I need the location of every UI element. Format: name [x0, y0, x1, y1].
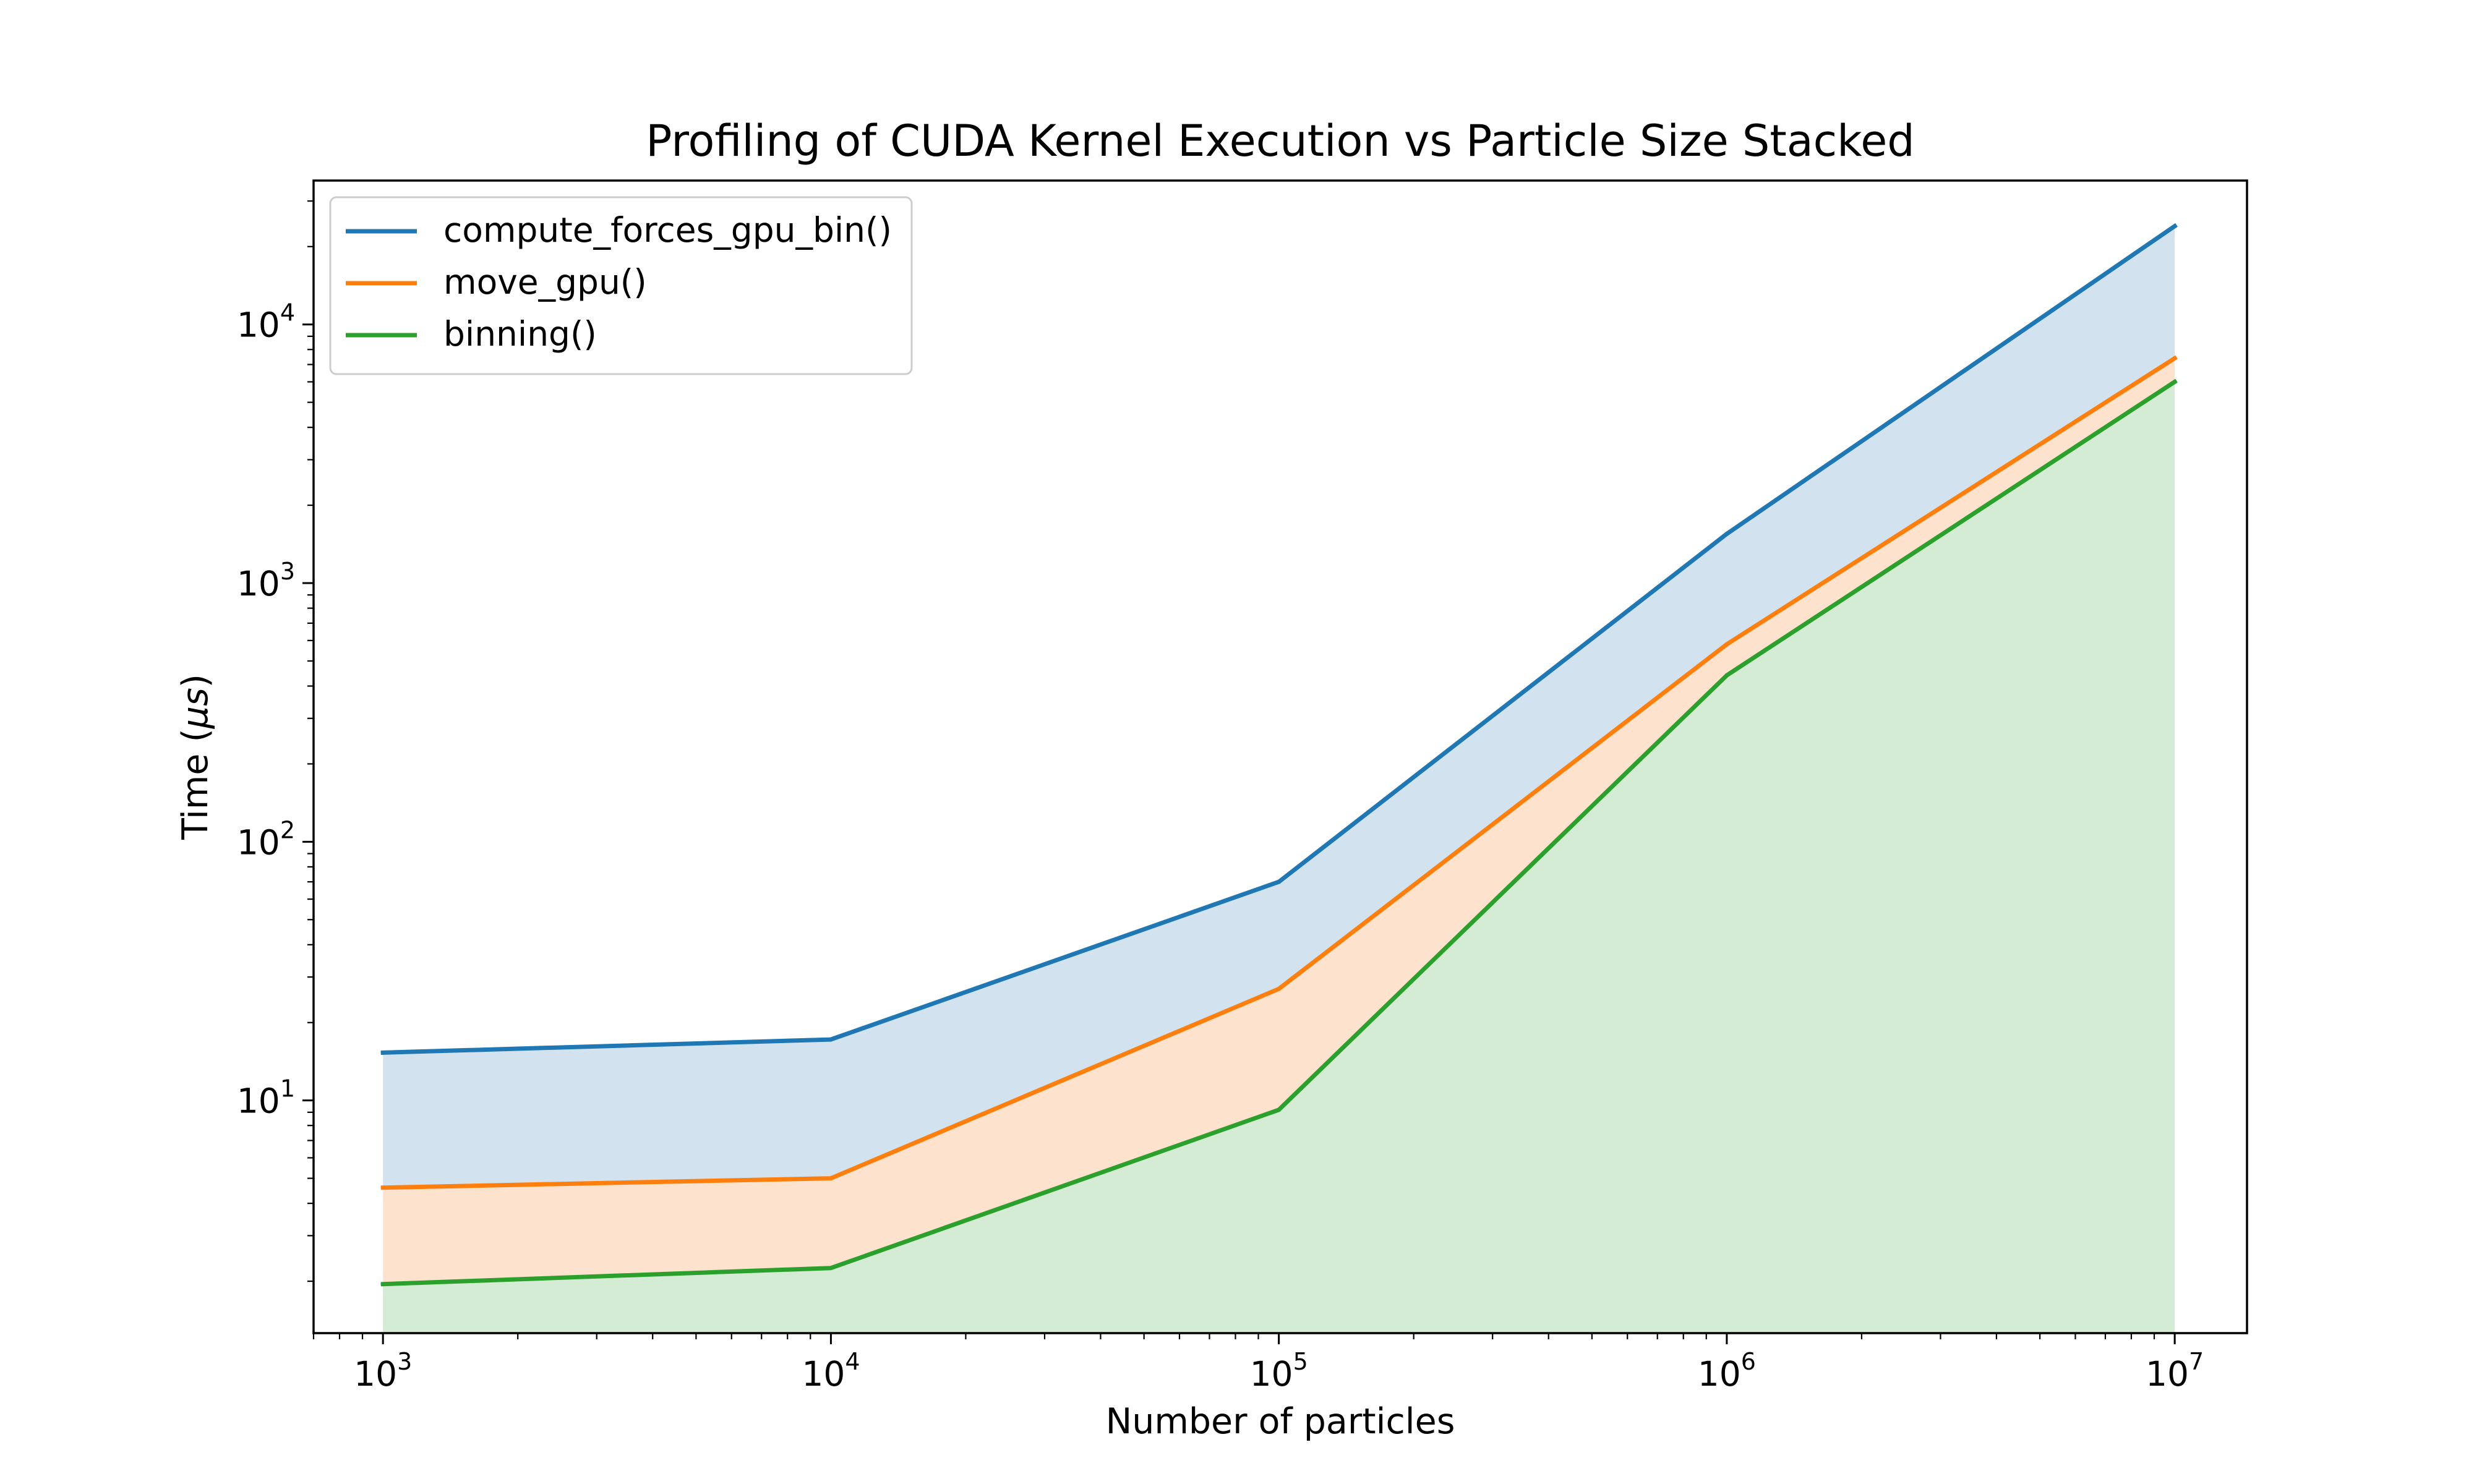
y-axis-label-prefix: Time ( — [175, 728, 216, 840]
x-tick-label: 107 — [2146, 1348, 2204, 1394]
area-fills — [383, 226, 2175, 1333]
legend-label-2: move_gpu() — [443, 262, 647, 302]
legend-box — [329, 196, 913, 375]
plot-frame — [312, 179, 2248, 1334]
data-point — [380, 1185, 385, 1190]
data-point — [1724, 673, 1729, 678]
legend-label-1: compute_forces_gpu_bin() — [443, 210, 892, 250]
area-fill-1 — [383, 226, 2175, 1188]
data-point — [1277, 879, 1282, 884]
x-tick-label: 104 — [802, 1348, 860, 1394]
data-point — [1724, 642, 1729, 647]
y-axis-label: Time (μs) — [175, 674, 216, 840]
y-tick-label: 103 — [237, 558, 295, 603]
x-tick-label: 103 — [354, 1348, 412, 1394]
y-axis-label-symbol: μs — [175, 688, 216, 729]
data-point — [2172, 356, 2177, 360]
legend-label-3: binning() — [443, 314, 597, 354]
data-point — [380, 1050, 385, 1055]
x-axis-ticks: 103 104 105 106 107 — [312, 1333, 2204, 1394]
y-tick-label: 102 — [237, 816, 295, 862]
data-point — [828, 1037, 833, 1042]
y-tick-label: 101 — [237, 1075, 295, 1121]
y-axis-ticks: 101 102 103 104 — [237, 200, 314, 1282]
data-point — [1277, 1107, 1282, 1112]
data-point — [828, 1266, 833, 1271]
y-tick-label: 104 — [237, 299, 295, 345]
x-tick-label: 106 — [1698, 1348, 1756, 1394]
area-fill-2 — [383, 358, 2175, 1284]
data-point — [1277, 986, 1282, 991]
data-point — [828, 1176, 833, 1181]
x-axis-label: Number of particles — [1106, 1401, 1455, 1442]
y-axis-label-suffix: ) — [175, 674, 216, 688]
x-tick-label: 105 — [1250, 1348, 1308, 1394]
data-point — [2172, 224, 2177, 229]
series-lines — [380, 223, 2178, 1287]
legend: compute_forces_gpu_bin() move_gpu()binnin… — [329, 196, 913, 375]
area-fill-3 — [383, 382, 2175, 1333]
data-point — [2172, 380, 2177, 384]
data-point — [380, 1282, 385, 1287]
chart-title: Profiling of CUDA Kernel Execution vs Pa… — [646, 116, 1914, 166]
data-point — [1724, 531, 1729, 536]
